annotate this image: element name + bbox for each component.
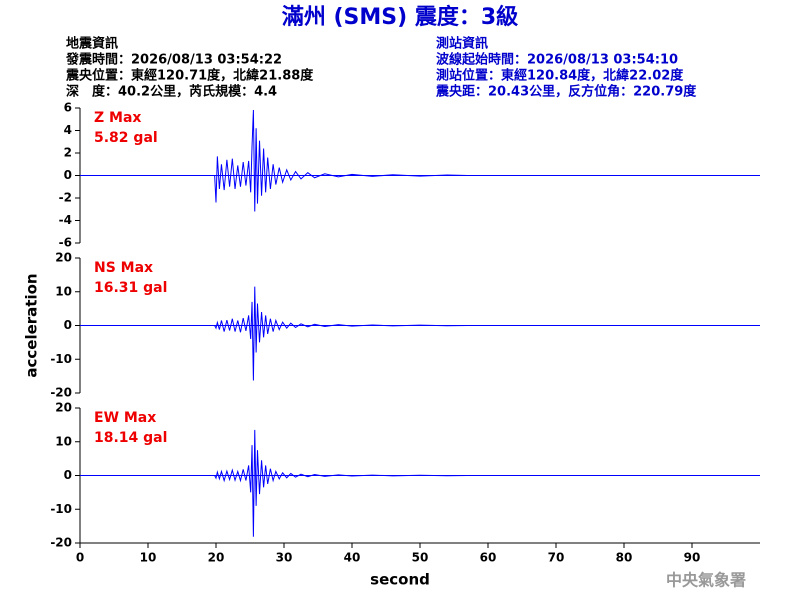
waveform <box>80 429 760 537</box>
x-tick-label: 80 <box>616 551 633 565</box>
annotation: 18.14 gal <box>94 430 167 446</box>
x-tick-label: 40 <box>344 551 361 565</box>
y-tick-label: 20 <box>55 401 72 415</box>
waveform <box>80 110 760 212</box>
annotation: Z Max <box>94 110 141 126</box>
station-info: 測站位置：東經120.84度，北緯22.02度 <box>436 68 684 84</box>
y-tick-label: -10 <box>50 502 72 516</box>
chart-title: 滿州 (SMS) 震度：3級 <box>282 4 518 30</box>
y-tick-label: -4 <box>59 213 72 227</box>
x-tick-label: 90 <box>684 551 701 565</box>
y-tick-label: -20 <box>50 386 72 400</box>
waveform <box>80 286 760 381</box>
y-tick-label: 6 <box>64 101 72 115</box>
y-tick-label: 4 <box>64 123 72 137</box>
y-tick-label: 0 <box>64 468 72 482</box>
annotation: EW Max <box>94 410 156 426</box>
y-tick-label: 10 <box>55 434 72 448</box>
y-tick-label: 0 <box>64 168 72 182</box>
event-info: 深 度：40.2公里，芮氏規模：4.4 <box>66 84 277 100</box>
x-axis-label: second <box>370 571 430 589</box>
y-tick-label: 2 <box>64 146 72 160</box>
y-axis-label: acceleration <box>23 273 41 377</box>
annotation: 16.31 gal <box>94 280 167 296</box>
footer: 中央氣象署 <box>666 571 746 590</box>
y-tick-label: 20 <box>55 251 72 265</box>
event-info: 震央位置：東經120.71度，北緯21.88度 <box>65 68 314 84</box>
event-info: 地震資訊 <box>66 36 118 52</box>
x-tick-label: 50 <box>412 551 429 565</box>
y-tick-label: -2 <box>59 191 72 205</box>
x-tick-label: 10 <box>140 551 157 565</box>
event-info: 發震時間：2026/08/13 03:54:22 <box>65 52 282 68</box>
x-tick-label: 30 <box>276 551 293 565</box>
station-info: 震央距：20.43公里，反方位角：220.79度 <box>435 84 697 100</box>
station-info: 測站資訊 <box>436 36 488 52</box>
x-tick-label: 70 <box>548 551 565 565</box>
y-tick-label: -6 <box>59 236 72 250</box>
x-tick-label: 0 <box>76 551 84 565</box>
y-tick-label: 0 <box>64 318 72 332</box>
y-tick-label: -10 <box>50 352 72 366</box>
annotation: 5.82 gal <box>94 130 158 146</box>
annotation: NS Max <box>94 260 153 276</box>
y-tick-label: -20 <box>50 536 72 550</box>
x-tick-label: 20 <box>208 551 225 565</box>
y-tick-label: 10 <box>55 284 72 298</box>
station-info: 波線起始時間：2026/08/13 03:54:10 <box>436 52 678 68</box>
x-tick-label: 60 <box>480 551 497 565</box>
